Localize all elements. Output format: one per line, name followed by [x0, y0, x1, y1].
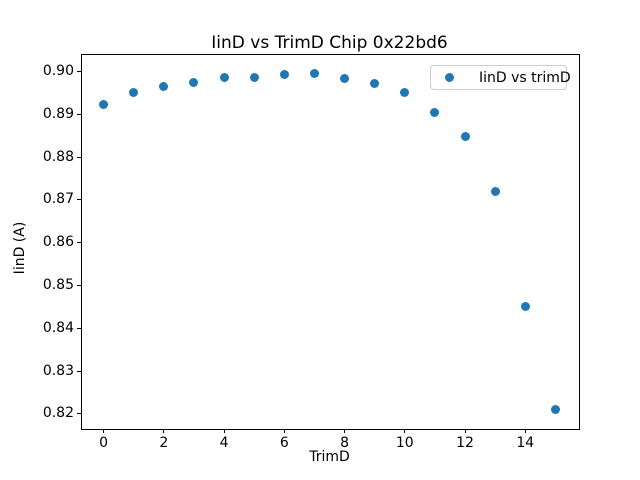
data-point [490, 186, 500, 196]
x-tick-label: 0 [99, 435, 109, 451]
y-tick-mark [77, 285, 81, 286]
plot-area: IinD vs trimD [81, 54, 580, 430]
data-point [249, 72, 259, 82]
x-tick-label: 4 [219, 435, 229, 451]
x-tick-label: 8 [340, 435, 350, 451]
x-tick-mark [103, 429, 105, 433]
y-tick-label: 0.88 [42, 148, 74, 165]
data-point [219, 73, 229, 83]
data-point [159, 82, 169, 92]
legend-marker-dot [445, 73, 454, 82]
x-tick-mark [223, 429, 225, 433]
x-tick-mark [283, 429, 285, 433]
y-tick-mark [77, 242, 81, 244]
y-tick-mark [77, 71, 81, 73]
chart-title: IinD vs TrimD Chip 0x22bd6 [211, 33, 448, 53]
x-tick-mark [464, 429, 466, 433]
data-point [340, 74, 350, 84]
x-tick-mark [163, 429, 165, 433]
data-point [520, 301, 530, 311]
data-point [129, 88, 139, 98]
x-tick-mark [524, 429, 526, 433]
data-point [99, 99, 109, 109]
data-point [460, 131, 470, 141]
data-point [550, 405, 560, 415]
x-tick-mark [404, 429, 406, 433]
y-tick-label: 0.83 [42, 362, 74, 379]
x-tick-label: 2 [159, 435, 169, 451]
y-tick-label: 0.90 [42, 63, 74, 80]
y-tick-mark [77, 413, 81, 415]
y-tick-mark [77, 327, 81, 329]
y-tick-label: 0.82 [42, 405, 74, 422]
data-point [370, 79, 380, 89]
y-tick-mark [77, 199, 81, 201]
y-tick-label: 0.84 [42, 319, 74, 336]
x-tick-label: 6 [279, 435, 289, 451]
data-point [430, 107, 440, 117]
data-point [400, 88, 410, 98]
y-tick-mark [77, 156, 81, 158]
data-point [309, 69, 319, 79]
data-point [279, 70, 289, 80]
y-tick-mark [77, 113, 81, 115]
x-axis-label: TrimD [309, 449, 350, 465]
x-tick-label: 14 [516, 435, 535, 451]
y-axis-label: IinD (A) [12, 221, 28, 275]
y-tick-label: 0.89 [42, 105, 74, 122]
legend: IinD vs trimD [430, 65, 571, 90]
data-point [189, 77, 199, 87]
y-tick-label: 0.87 [42, 191, 74, 208]
y-tick-mark [77, 370, 81, 372]
x-tick-label: 12 [456, 435, 474, 451]
y-tick-label: 0.85 [42, 277, 74, 293]
x-tick-mark [344, 429, 346, 433]
x-tick-label: 10 [395, 435, 414, 451]
legend-label: IinD vs trimD [479, 69, 571, 86]
y-tick-label: 0.86 [42, 234, 74, 251]
